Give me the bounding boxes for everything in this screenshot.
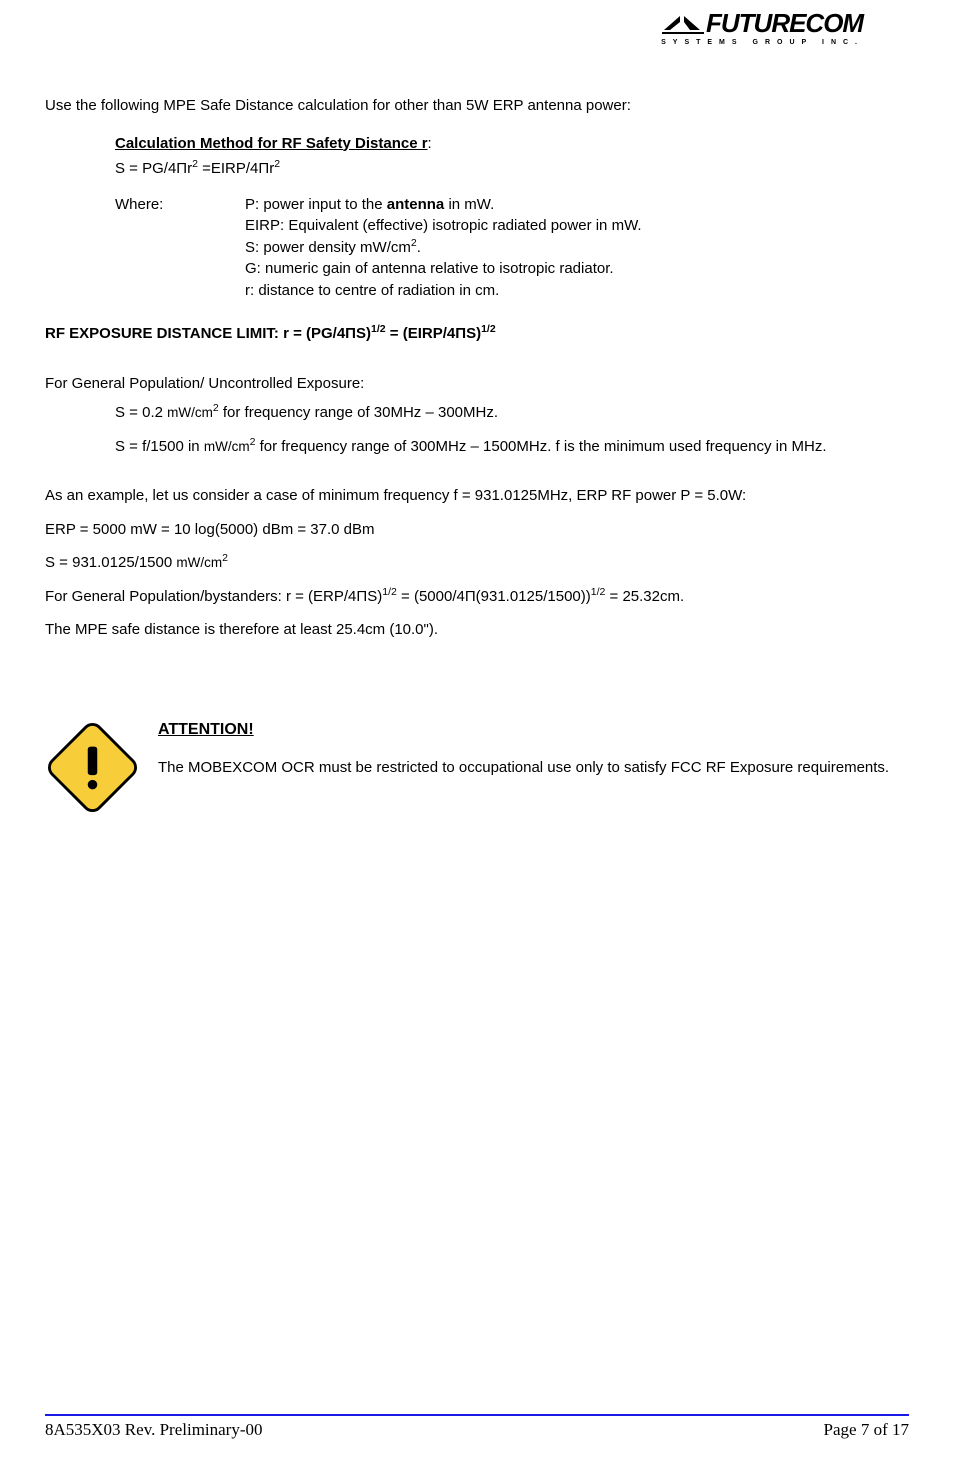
gp-label: For General Population/ Uncontrolled Exp…: [45, 374, 909, 394]
page-header: FUTURECOM SYSTEMS GROUP INC.: [0, 0, 954, 46]
where-g: G: numeric gain of antenna relative to i…: [245, 259, 642, 279]
where-label: Where:: [115, 195, 245, 303]
gp-equations: S = 0.2 mW/cm2 for frequency range of 30…: [115, 403, 909, 456]
where-p: P: power input to the antenna in mW.: [245, 195, 642, 215]
example-mpe: The MPE safe distance is therefore at le…: [45, 620, 909, 640]
where-definitions: P: power input to the antenna in mW. EIR…: [245, 195, 642, 303]
calculation-section: Calculation Method for RF Safety Distanc…: [115, 134, 909, 303]
calc-heading: Calculation Method for RF Safety Distanc…: [115, 135, 428, 152]
where-s: S: power density mW/cm2.: [245, 238, 642, 258]
where-eirp: EIRP: Equivalent (effective) isotropic r…: [245, 216, 642, 236]
gp-eq2: S = f/1500 in mW/cm2 for frequency range…: [115, 437, 909, 457]
page-content: Use the following MPE Safe Distance calc…: [0, 46, 954, 815]
example-intro: As an example, let us consider a case of…: [45, 486, 909, 506]
company-logo: FUTURECOM SYSTEMS GROUP INC.: [661, 8, 864, 46]
example-s: S = 931.0125/1500 mW/cm2: [45, 553, 909, 573]
page-footer: 8A535X03 Rev. Preliminary-00 Page 7 of 1…: [0, 1414, 954, 1440]
example-erp: ERP = 5000 mW = 10 log(5000) dBm = 37.0 …: [45, 520, 909, 540]
footer-doc-id: 8A535X03 Rev. Preliminary-00: [45, 1420, 263, 1440]
attention-block: ATTENTION! The MOBEXCOM OCR must be rest…: [45, 720, 909, 815]
logo-subtitle: SYSTEMS GROUP INC.: [661, 39, 864, 46]
where-r: r: distance to centre of radiation in cm…: [245, 281, 642, 301]
rf-exposure-limit: RF EXPOSURE DISTANCE LIMIT: r = (PG/4ΠS)…: [45, 324, 909, 344]
footer-divider: [45, 1414, 909, 1416]
intro-paragraph: Use the following MPE Safe Distance calc…: [45, 96, 909, 116]
where-block: Where: P: power input to the antenna in …: [115, 195, 909, 303]
logo-main-text: FUTURECOM: [662, 8, 863, 39]
gp-eq1: S = 0.2 mW/cm2 for frequency range of 30…: [115, 403, 909, 423]
logo-graphic-icon: [662, 12, 704, 36]
example-bystanders: For General Population/bystanders: r = (…: [45, 587, 909, 607]
calc-heading-line: Calculation Method for RF Safety Distanc…: [115, 134, 909, 154]
footer-row: 8A535X03 Rev. Preliminary-00 Page 7 of 1…: [0, 1420, 954, 1440]
warning-icon: [45, 720, 140, 815]
attention-heading: ATTENTION!: [158, 720, 889, 741]
equation-1: S = PG/4Πr2 =EIRP/4Πr2: [115, 159, 909, 179]
footer-page-number: Page 7 of 17: [824, 1420, 909, 1440]
attention-text: The MOBEXCOM OCR must be restricted to o…: [158, 758, 889, 778]
logo-text: FUTURECOM: [706, 8, 863, 39]
attention-content: ATTENTION! The MOBEXCOM OCR must be rest…: [158, 720, 889, 778]
